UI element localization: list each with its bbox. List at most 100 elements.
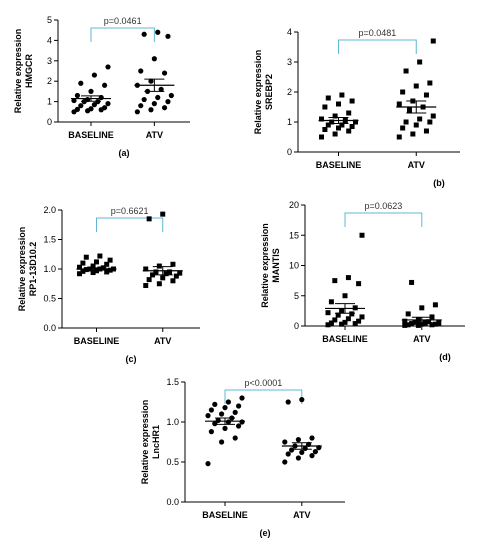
significance-bracket	[90, 27, 155, 42]
y-tick-label: 1	[287, 117, 292, 127]
data-point	[432, 321, 438, 327]
data-point	[94, 268, 99, 274]
data-point	[309, 435, 315, 441]
data-point	[409, 279, 415, 285]
data-point	[107, 257, 113, 263]
y-tick-label: 0.5	[166, 457, 179, 467]
data-point	[88, 88, 94, 94]
data-point	[161, 105, 168, 111]
data-point	[325, 95, 331, 101]
data-point	[427, 80, 433, 86]
data-point	[405, 311, 411, 317]
panel-label: (a)	[119, 148, 130, 158]
data-point	[141, 31, 147, 37]
data-point	[342, 319, 348, 325]
p-value: p=0.6621	[111, 206, 149, 216]
data-point	[332, 278, 338, 284]
data-point	[295, 437, 301, 443]
data-point	[77, 271, 82, 277]
y-tick-label: 20	[289, 200, 299, 210]
data-point	[426, 319, 432, 325]
x-category-label: ATV	[154, 336, 171, 346]
significance-bracket	[224, 389, 303, 404]
data-point	[359, 314, 365, 320]
data-point	[329, 119, 335, 125]
data-point	[299, 397, 305, 403]
data-point	[165, 99, 171, 105]
data-point	[156, 263, 162, 269]
x-category-label: BASELINE	[74, 336, 120, 346]
y-tick-label: 15	[289, 230, 299, 240]
data-point	[342, 293, 348, 299]
data-point	[134, 109, 140, 115]
data-point	[236, 423, 242, 429]
data-point	[295, 455, 301, 461]
x-category-label: BASELINE	[68, 130, 114, 140]
data-point	[356, 281, 362, 287]
data-point	[352, 305, 358, 311]
y-axis-label: Relative expressionHMGCR	[13, 29, 34, 114]
data-point	[339, 321, 345, 327]
data-point	[319, 134, 324, 140]
data-point	[417, 59, 423, 65]
data-point	[282, 459, 288, 465]
data-point	[339, 92, 345, 98]
data-point	[205, 461, 211, 467]
data-point	[430, 113, 436, 119]
data-point	[78, 80, 84, 86]
data-point	[102, 105, 108, 111]
data-point	[155, 29, 161, 35]
data-point	[239, 395, 245, 401]
data-point	[345, 316, 351, 322]
data-point	[346, 110, 352, 116]
y-tick-label: 3	[47, 56, 52, 66]
y-axis-label-line: Relative expression	[140, 400, 150, 485]
panel-d: 0 5 10 15 20 BASELINE ATV Relative expressionMA…	[260, 200, 465, 362]
data-point	[403, 119, 409, 125]
y-axis-label-line: RP1-13D10.2	[28, 242, 38, 297]
data-point	[319, 116, 324, 122]
data-point	[167, 269, 173, 275]
y-axis-label-line: Relative expression	[13, 29, 23, 114]
y-tick-label: 5	[294, 291, 299, 301]
data-point	[396, 101, 402, 107]
data-point	[104, 261, 110, 267]
data-point	[353, 119, 358, 125]
panel-label: (b)	[433, 178, 445, 188]
panel-label: (d)	[439, 352, 451, 362]
x-category-label: BASELINE	[202, 510, 248, 520]
y-tick-label: 0	[47, 117, 52, 127]
data-point	[332, 317, 338, 323]
data-point	[403, 68, 409, 74]
y-axis-label-line: LncHR1	[151, 425, 161, 459]
panel-e: 0.0 0.5 1.0 1.5 BASELINE ATV Relative expressi…	[140, 377, 345, 538]
y-axis-label: Relative expressionMANTIS	[260, 223, 281, 308]
data-point	[138, 103, 144, 109]
data-point	[146, 277, 152, 283]
y-tick-label: 10	[289, 261, 299, 271]
data-point	[402, 318, 408, 324]
data-point	[396, 134, 402, 140]
data-point	[423, 128, 429, 134]
data-point	[205, 413, 211, 419]
data-point	[105, 64, 111, 70]
p-value: p=0.0481	[358, 28, 396, 38]
data-point	[322, 127, 328, 132]
x-category-label: ATV	[146, 130, 163, 140]
data-point	[151, 56, 157, 62]
y-tick-label: 3	[287, 57, 292, 67]
data-point	[104, 269, 110, 275]
data-point	[356, 318, 362, 324]
data-point	[71, 97, 77, 104]
data-point	[153, 269, 159, 275]
data-point	[143, 283, 149, 289]
data-point	[97, 253, 103, 259]
y-axis-label-line: SREBP2	[264, 74, 274, 110]
data-point	[225, 399, 231, 405]
data-point	[400, 89, 406, 95]
data-point	[410, 131, 416, 137]
data-point	[345, 275, 351, 281]
data-point	[429, 322, 435, 328]
y-axis-label-line: HMGCR	[24, 54, 34, 88]
